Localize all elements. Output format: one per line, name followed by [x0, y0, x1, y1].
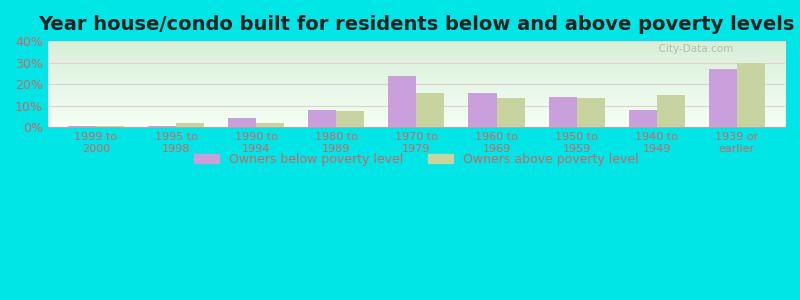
- Legend: Owners below poverty level, Owners above poverty level: Owners below poverty level, Owners above…: [189, 148, 644, 171]
- Bar: [228, 118, 256, 127]
- Bar: [629, 110, 657, 127]
- Bar: [96, 126, 124, 127]
- Bar: [549, 97, 577, 127]
- Bar: [336, 111, 364, 127]
- Bar: [308, 110, 336, 127]
- Bar: [256, 123, 284, 127]
- Bar: [657, 95, 685, 127]
- Bar: [469, 93, 497, 127]
- Bar: [737, 63, 765, 127]
- Bar: [497, 98, 525, 127]
- Bar: [148, 126, 176, 127]
- Bar: [68, 126, 96, 127]
- Bar: [416, 93, 445, 127]
- Bar: [388, 76, 416, 127]
- Bar: [709, 69, 737, 127]
- Bar: [577, 98, 605, 127]
- Bar: [176, 123, 204, 127]
- Text: City-Data.com: City-Data.com: [652, 44, 734, 54]
- Title: Year house/condo built for residents below and above poverty levels: Year house/condo built for residents bel…: [38, 15, 794, 34]
